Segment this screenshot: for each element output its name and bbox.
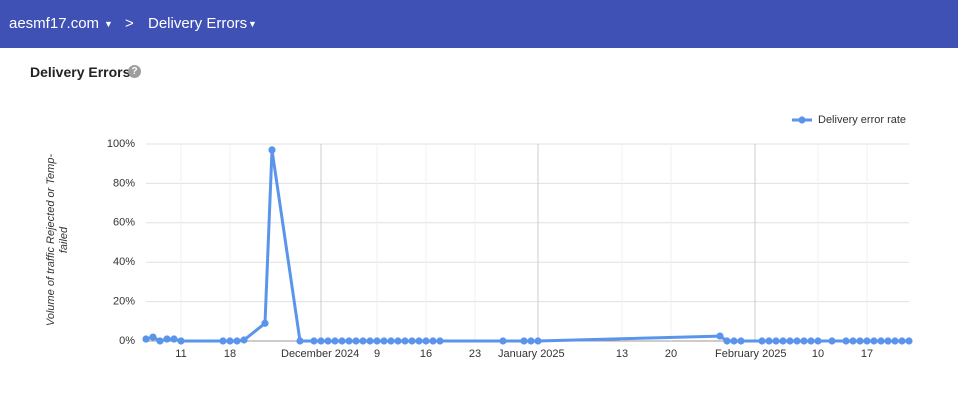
y-axis-title: Volume of traffic Rejected or Temp-faile… [45,154,70,327]
y-tick-label: 100% [107,138,135,150]
data-point [219,337,227,345]
data-point [842,337,850,345]
data-point [793,337,801,345]
data-point [779,337,787,345]
x-tick-label: 20 [665,348,677,360]
data-point [261,319,269,327]
x-tick-label: February 2025 [715,348,787,360]
data-point [268,146,276,154]
data-point [380,337,388,345]
breadcrumb-domain[interactable]: aesmf17.com [9,15,100,32]
data-point [170,335,178,343]
y-tick-label: 40% [113,256,135,268]
data-point [884,337,892,345]
data-point [807,337,815,345]
legend-label: Delivery error rate [818,114,906,126]
data-point [863,337,871,345]
data-point [800,337,808,345]
x-tick-label: 11 [175,348,186,360]
x-tick-label: January 2025 [498,348,565,360]
data-point [373,337,381,345]
data-point [387,337,395,345]
data-point [723,337,731,345]
legend-swatch-dot [798,116,806,124]
x-tick-label: December 2024 [281,348,359,360]
x-tick-label: 16 [420,348,432,360]
data-point [317,337,325,345]
data-point [142,335,150,343]
data-point [366,337,374,345]
data-point [394,337,402,345]
data-point [415,337,423,345]
data-point [233,337,241,345]
y-tick-label: 20% [113,296,135,308]
data-point [730,337,738,345]
data-point [520,337,528,345]
y-tick-label: 0% [119,335,135,347]
data-point [772,337,780,345]
y-tick-label: 60% [113,217,135,229]
data-point [324,337,332,345]
data-point [149,333,157,341]
data-point [856,337,864,345]
data-point [758,337,766,345]
data-point [898,337,906,345]
data-point [408,337,416,345]
card-title: Delivery Errors [30,64,131,80]
data-point [163,335,171,343]
data-point [338,337,346,345]
dropdown-caret[interactable]: ▼ [104,19,113,29]
data-point [870,337,878,345]
data-point [345,337,353,345]
data-point [352,337,360,345]
dropdown-caret[interactable]: ▼ [248,19,257,29]
data-point [436,337,444,345]
data-point [177,337,185,345]
data-point [891,337,899,345]
help-icon[interactable]: ? [128,65,141,78]
data-point [814,337,822,345]
data-point [786,337,794,345]
data-point [310,337,318,345]
x-tick-label: 9 [374,348,380,360]
data-point [226,337,234,345]
data-point [156,337,164,345]
data-point [877,337,885,345]
data-point [527,337,535,345]
data-point [359,337,367,345]
breadcrumb-separator: > [125,15,134,32]
y-axis-title-line: failed [58,226,70,253]
data-point [737,337,745,345]
y-axis-title-line: Volume of traffic Rejected or Temp- [45,154,57,327]
data-point [716,332,724,340]
data-point [422,337,430,345]
x-tick-label: 13 [616,348,628,360]
data-point [240,336,248,344]
data-line [145,148,909,343]
breadcrumb-page[interactable]: Delivery Errors [148,15,248,32]
data-point [499,337,507,345]
x-tick-label: 18 [224,348,236,360]
top-bar: aesmf17.com ▼ > Delivery Errors ▼ [0,0,958,48]
data-point [905,337,913,345]
data-point [828,337,836,345]
x-tick-label: 10 [812,348,824,360]
x-tick-label: 17 [861,348,873,360]
data-point [534,337,542,345]
data-point [296,337,304,345]
data-point [401,337,409,345]
data-point [765,337,773,345]
data-point [429,337,437,345]
x-tick-label: 23 [469,348,481,360]
data-point [331,337,339,345]
y-tick-label: 80% [113,177,135,189]
data-point [849,337,857,345]
